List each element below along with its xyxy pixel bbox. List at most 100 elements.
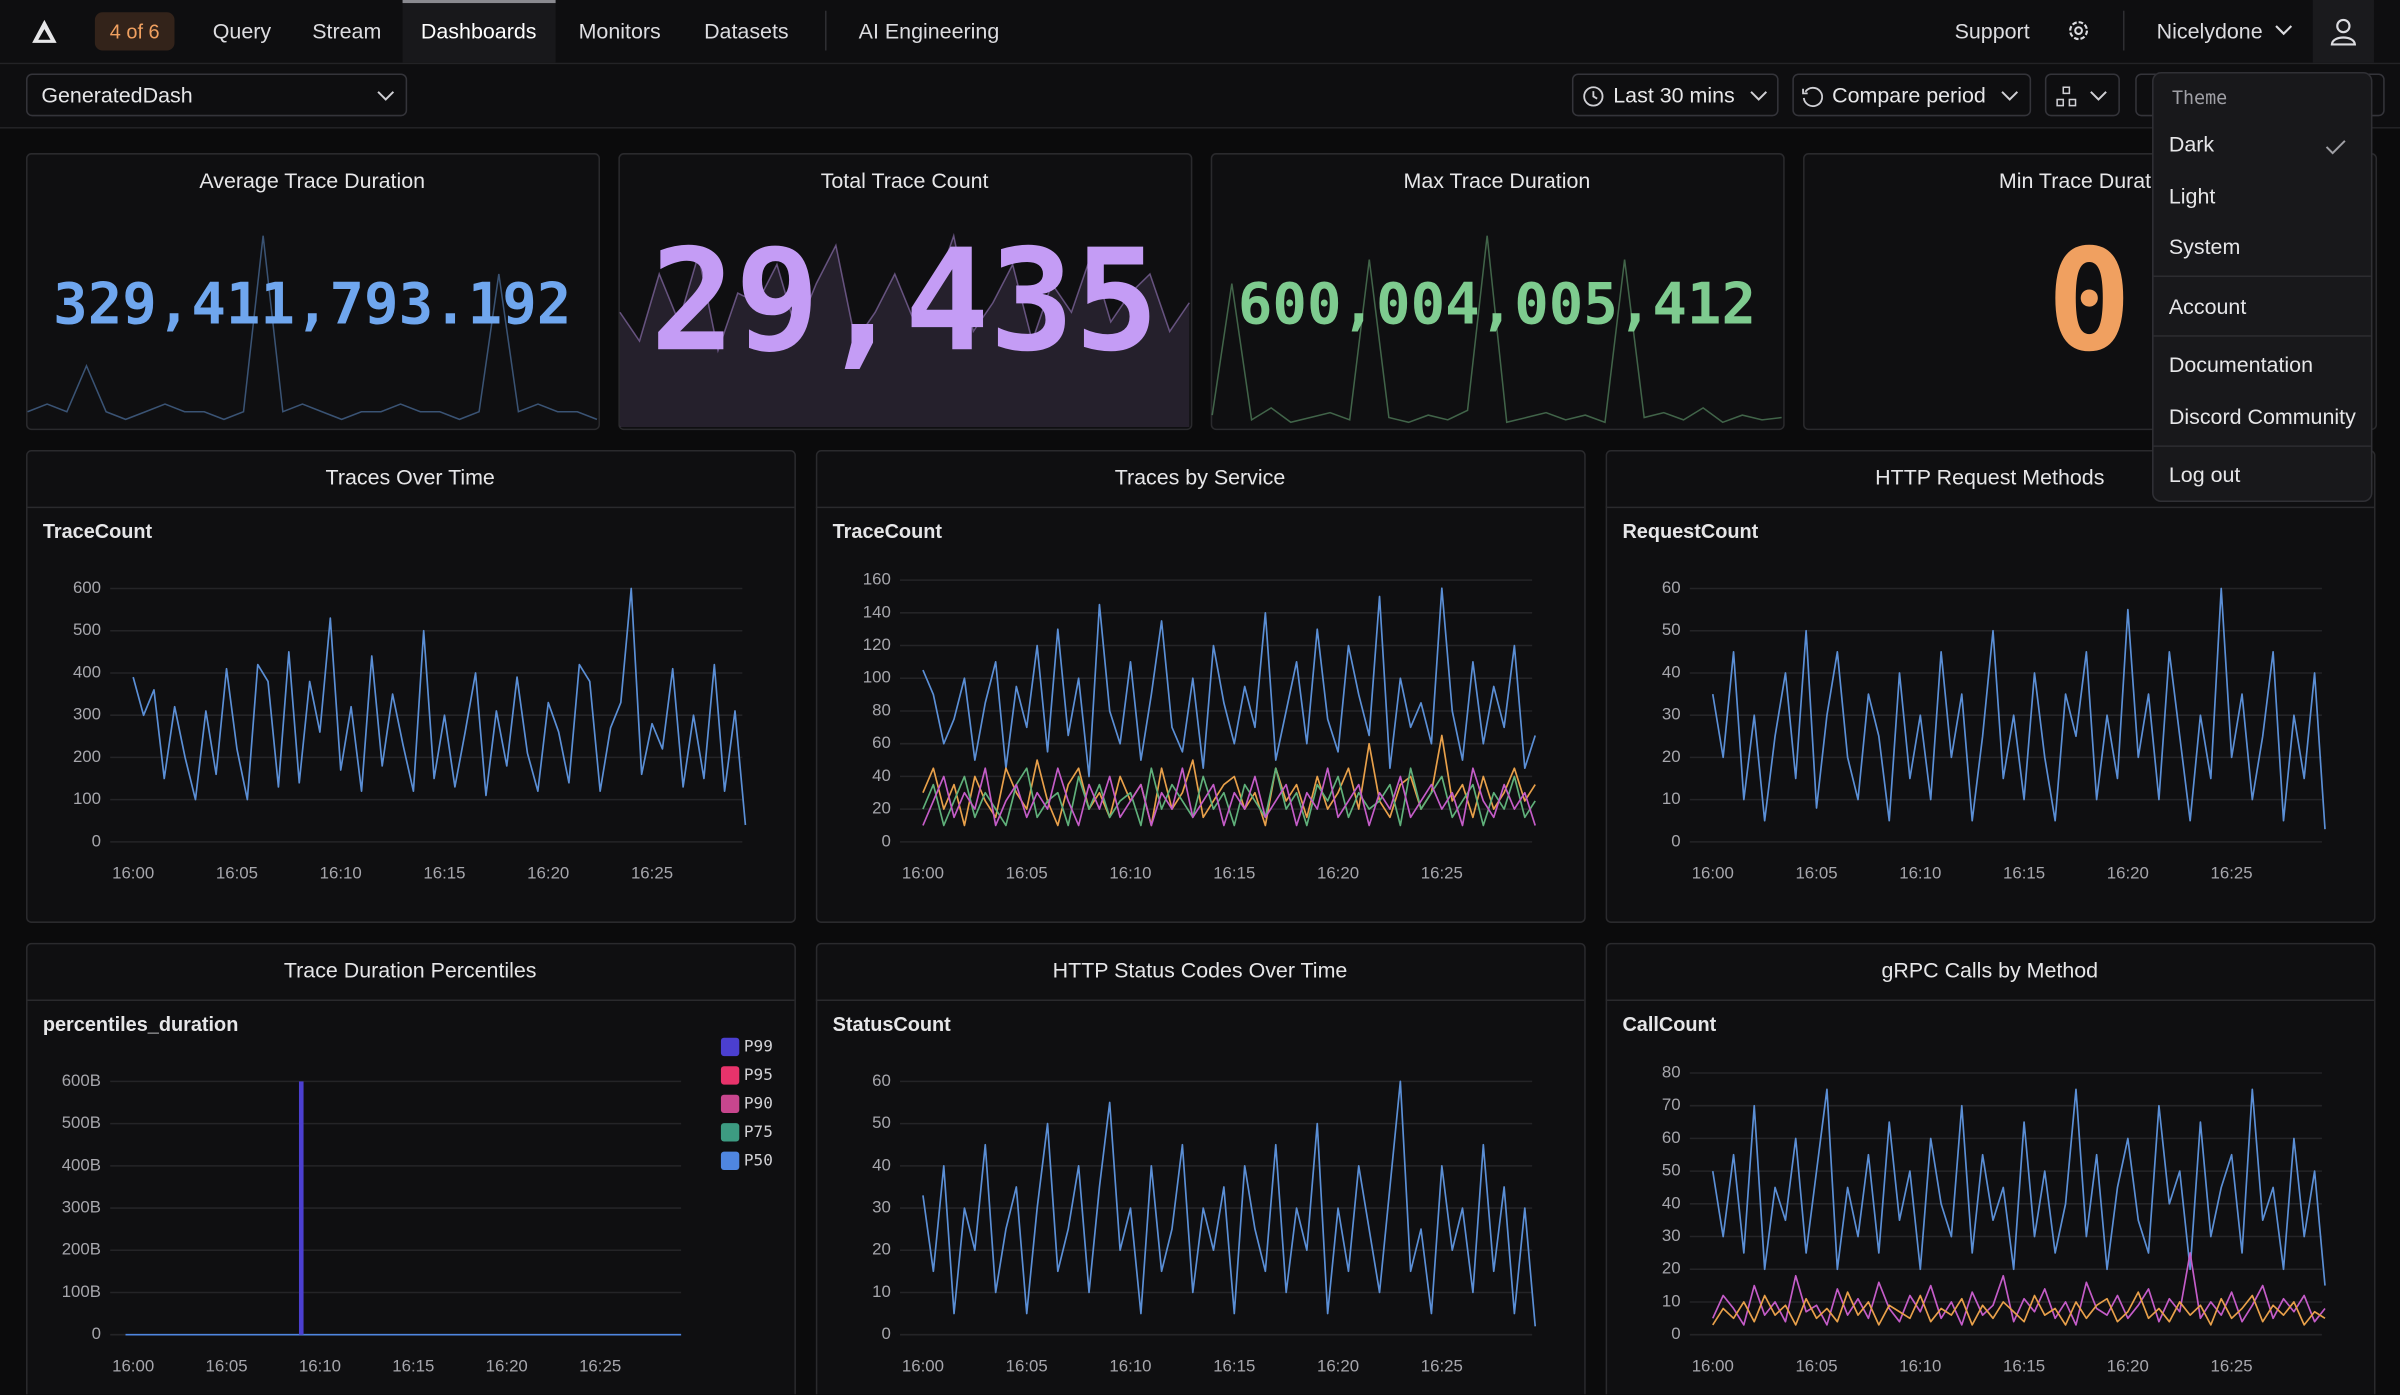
y-tick-label: 120 <box>863 635 891 654</box>
badge: 4 of 6 <box>94 12 175 51</box>
series-line <box>922 734 1536 827</box>
nav-item[interactable]: Datasets <box>704 18 789 43</box>
panel-title: HTTP Request Methods <box>1875 466 2104 490</box>
x-tick-label: 16:05 <box>1006 863 1048 882</box>
y-tick-label: 30 <box>1662 705 1681 724</box>
x-tick-label: 16:05 <box>205 1356 247 1375</box>
chevron <box>1750 91 1768 101</box>
sparkline <box>1211 235 1782 424</box>
history-icon <box>1802 86 1823 108</box>
panel-title: HTTP Status Codes Over Time <box>1053 959 1348 983</box>
toolbar: GeneratedDash Last 30 mins Compare perio… <box>0 64 2400 129</box>
x-tick-label: 16:20 <box>1317 1356 1359 1375</box>
y-tick-label: 100B <box>62 1282 101 1301</box>
support-link[interactable]: Support <box>1954 18 2030 43</box>
legend-label: P99 <box>744 1036 773 1055</box>
series-line <box>1711 587 2326 830</box>
divider <box>2153 275 2371 278</box>
separator <box>2122 10 2125 51</box>
stat-title: Max Trace Duration <box>1404 169 1591 193</box>
y-axis-label: RequestCount <box>1622 521 1758 543</box>
x-tick-label: 16:10 <box>1109 1356 1151 1375</box>
series-line <box>922 587 1537 778</box>
legend-swatch <box>720 1066 740 1085</box>
y-tick-label: 20 <box>872 1240 891 1259</box>
theme-option[interactable]: System <box>2168 234 2241 259</box>
compare-button[interactable]: Compare period <box>1792 73 2032 117</box>
y-tick-label: 0 <box>881 831 890 850</box>
x-tick-label: 16:10 <box>320 863 362 882</box>
chevron <box>377 91 395 101</box>
user-dropdown: Theme Dark Light System Account Document… <box>2152 71 2373 503</box>
group-icon <box>2056 86 2107 107</box>
x-tick-label: 16:20 <box>2107 863 2149 882</box>
stat-card <box>1210 153 1785 431</box>
nav-item[interactable]: Monitors <box>578 18 661 43</box>
y-tick-label: 140 <box>863 602 891 621</box>
x-tick-label: 16:25 <box>1421 863 1463 882</box>
logo[interactable] <box>31 18 59 44</box>
separator <box>824 10 827 51</box>
y-tick-label: 160 <box>863 570 891 589</box>
y-tick-label: 500B <box>62 1113 101 1132</box>
y-tick-label: 0 <box>92 1324 101 1343</box>
y-axis-label: StatusCount <box>833 1014 952 1036</box>
sparkline-area <box>619 235 1190 428</box>
theme-option[interactable]: Light <box>2168 183 2216 209</box>
y-tick-label: 30 <box>872 1198 891 1217</box>
y-tick-label: 20 <box>1662 1259 1681 1278</box>
bar <box>298 1081 304 1335</box>
stat-value: 600,004,005,412 <box>1238 270 1756 337</box>
series-line <box>1712 1291 2326 1326</box>
nav-item[interactable]: AI Engineering <box>858 18 1000 43</box>
panel <box>1605 449 2376 923</box>
nav-item[interactable]: Stream <box>312 18 382 43</box>
menu-link[interactable]: Documentation <box>2168 352 2314 377</box>
x-tick-label: 16:10 <box>1109 863 1151 882</box>
y-axis-label: TraceCount <box>43 521 153 543</box>
y-tick-label: 40 <box>1662 1193 1681 1212</box>
nav-item[interactable]: Dashboards <box>420 18 537 43</box>
sparkline <box>619 232 1190 354</box>
menu-link[interactable]: Account <box>2168 293 2247 319</box>
settings-icon[interactable] <box>2066 18 2090 42</box>
panel <box>1605 942 2376 1395</box>
y-tick-label: 60 <box>1662 1128 1681 1147</box>
y-tick-label: 100 <box>73 789 101 808</box>
x-tick-label: 16:00 <box>112 1356 154 1375</box>
x-tick-label: 16:10 <box>1899 863 1941 882</box>
x-tick-label: 16:25 <box>1421 1356 1463 1375</box>
y-tick-label: 300 <box>73 705 101 724</box>
group-button[interactable] <box>2044 73 2120 117</box>
stat-value: 29,435 <box>650 219 1159 383</box>
y-tick-label: 40 <box>1662 662 1681 681</box>
menu-link[interactable]: Discord Community <box>2168 404 2356 429</box>
y-tick-label: 200 <box>73 747 101 766</box>
y-tick-label: 0 <box>881 1324 890 1343</box>
y-tick-label: 200B <box>62 1240 101 1259</box>
nav-item[interactable]: Query <box>212 18 272 43</box>
menu-heading: Theme <box>2171 87 2228 109</box>
series-line <box>922 1080 1537 1327</box>
menu-link[interactable]: Log out <box>2168 462 2241 487</box>
y-tick-label: 600B <box>62 1071 101 1090</box>
time-range-button[interactable]: Last 30 mins <box>1571 73 1779 117</box>
stat-title: Min Trace Duration <box>1999 169 2180 193</box>
divider <box>2153 335 2371 337</box>
x-tick-label: 16:15 <box>1213 1356 1255 1375</box>
panel <box>815 942 1586 1395</box>
user-menu[interactable]: Nicelydone <box>2156 18 2263 43</box>
x-tick-label: 16:25 <box>579 1356 621 1375</box>
stat-card <box>26 153 600 431</box>
user-icon[interactable] <box>2330 17 2358 46</box>
legend-label: P95 <box>744 1065 773 1084</box>
check-icon <box>2325 140 2346 155</box>
dashboard-select[interactable]: GeneratedDash <box>26 73 408 117</box>
x-tick-label: 16:15 <box>2003 1356 2045 1375</box>
y-tick-label: 50 <box>1662 1161 1681 1180</box>
compare-label: Compare period <box>1832 82 1986 108</box>
y-tick-label: 20 <box>1662 747 1681 766</box>
clock-icon <box>1583 86 1604 107</box>
top-nav: 4 of 6 Query Stream Dashboards Monitors … <box>0 0 2400 65</box>
theme-option[interactable]: Dark <box>2168 131 2215 157</box>
